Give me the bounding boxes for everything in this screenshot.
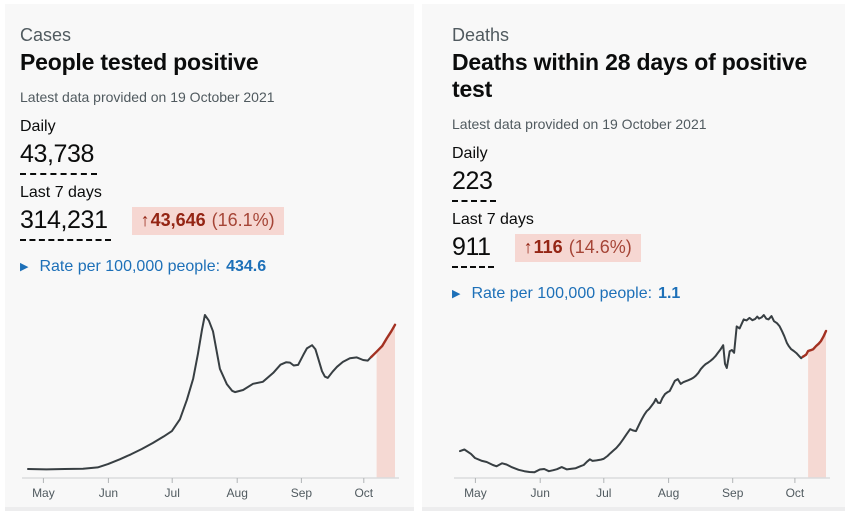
- daily-label: Daily: [452, 145, 488, 163]
- card-category: Cases: [20, 25, 72, 45]
- last-7-days-value[interactable]: 314,231: [20, 206, 111, 242]
- rate-per-100k-toggle[interactable]: ▶ Rate per 100,000 people: 434.6: [20, 258, 266, 276]
- svg-text:May: May: [32, 486, 55, 500]
- card-title: People tested positive: [20, 49, 259, 75]
- daily-metric: Daily 43,738: [20, 118, 402, 176]
- rate-label: Rate per 100,000 people:: [471, 285, 653, 303]
- cases-card: Cases People tested positive Latest data…: [5, 4, 414, 511]
- svg-text:Jul: Jul: [596, 486, 611, 500]
- change-percent: (14.6%): [568, 236, 632, 257]
- last-7-days-value[interactable]: 911: [452, 233, 494, 269]
- deaths-trend-sparkline: May Jun Jul Aug Sep Oct: [454, 314, 830, 500]
- svg-text:Jun: Jun: [531, 486, 550, 500]
- change-badge: ↑ 43,646 (16.1%): [131, 206, 284, 235]
- card-title: Deaths within 28 days of positive test: [452, 49, 808, 103]
- last-7-days-label: Last 7 days: [452, 211, 534, 229]
- svg-text:Oct: Oct: [354, 486, 373, 500]
- rate-value: 434.6: [226, 258, 267, 276]
- daily-value[interactable]: 43,738: [20, 140, 98, 176]
- svg-text:Jun: Jun: [99, 486, 118, 500]
- last-7-days-metric: Last 7 days 911 ↑ 116 (14.6%): [452, 211, 833, 269]
- cases-trend-sparkline: May Jun Jul Aug Sep Oct: [22, 314, 399, 500]
- last-7-days-metric: Last 7 days 314,231 ↑ 43,646 (16.1%): [20, 184, 402, 242]
- svg-text:Jul: Jul: [165, 486, 180, 500]
- rate-per-100k-toggle[interactable]: ▶ Rate per 100,000 people: 1.1: [452, 285, 680, 303]
- svg-text:Sep: Sep: [291, 486, 313, 500]
- svg-text:Aug: Aug: [227, 486, 248, 500]
- latest-data-note: Latest data provided on 19 October 2021: [20, 89, 275, 106]
- change-value: 116: [533, 236, 563, 257]
- change-badge: ↑ 116 (14.6%): [514, 233, 641, 262]
- expand-triangle-icon: ▶: [20, 260, 29, 273]
- change-value: 43,646: [150, 209, 206, 230]
- up-arrow-icon: ↑: [140, 209, 150, 230]
- daily-label: Daily: [20, 118, 56, 136]
- rate-value: 1.1: [658, 285, 681, 303]
- svg-text:Oct: Oct: [786, 486, 805, 500]
- rate-label: Rate per 100,000 people:: [39, 258, 221, 276]
- latest-data-note: Latest data provided on 19 October 2021: [452, 116, 707, 133]
- card-category: Deaths: [452, 25, 510, 45]
- last-7-days-label: Last 7 days: [20, 184, 102, 202]
- svg-text:Aug: Aug: [658, 486, 679, 500]
- svg-text:Sep: Sep: [722, 486, 744, 500]
- deaths-card: Deaths Deaths within 28 days of positive…: [422, 4, 845, 511]
- daily-value[interactable]: 223: [452, 167, 496, 203]
- up-arrow-icon: ↑: [523, 236, 533, 257]
- daily-metric: Daily 223: [452, 145, 833, 203]
- expand-triangle-icon: ▶: [452, 287, 461, 300]
- svg-text:May: May: [464, 486, 487, 500]
- change-percent: (16.1%): [211, 209, 275, 230]
